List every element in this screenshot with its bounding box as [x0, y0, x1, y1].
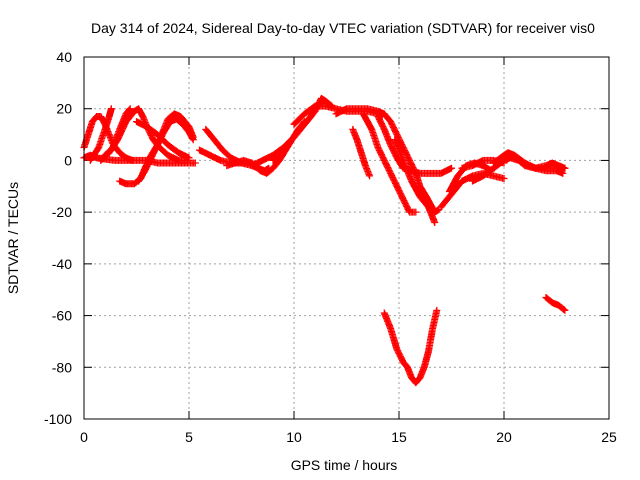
y-tick-label: -80 [52, 359, 72, 375]
x-tick-label: 5 [185, 429, 193, 445]
y-tick-label: -20 [52, 204, 72, 220]
x-tick-label: 15 [391, 429, 407, 445]
y-axis-label: SDTVAR / TECUs [5, 182, 21, 294]
series-markers [542, 294, 569, 314]
series-arc-y [521, 159, 569, 172]
series-arc-o [332, 105, 443, 216]
series-arc-p [349, 125, 374, 180]
y-tick-label: -40 [52, 256, 72, 272]
series-markers [332, 105, 443, 216]
series-markers [86, 105, 115, 164]
y-tick-label: 40 [56, 49, 72, 65]
x-tick-label: 25 [601, 429, 617, 445]
series-arc-e [101, 105, 134, 159]
x-axis-label: GPS time / hours [291, 457, 398, 473]
data-marks [80, 94, 569, 387]
series-arc-s [391, 136, 439, 226]
series-markers [391, 136, 439, 226]
series-arc-z2 [542, 294, 569, 314]
series-arc-h [133, 118, 193, 162]
series-markers [380, 306, 441, 387]
series-markers [359, 110, 420, 216]
series-arc-c [86, 105, 115, 164]
y-tick-label: -100 [44, 411, 72, 427]
series-markers [101, 105, 134, 159]
y-tick-label: 0 [64, 152, 72, 168]
x-tick-label: 10 [286, 429, 302, 445]
chart-title: Day 314 of 2024, Sidereal Day-to-day VTE… [91, 20, 595, 36]
y-ticks: -100 -80 -60 -40 -20 0 20 40 [44, 49, 609, 427]
series-arc-z [380, 306, 441, 387]
series-markers [133, 118, 193, 162]
grid-lines [84, 57, 609, 419]
series-markers [349, 125, 374, 180]
y-tick-label: -60 [52, 308, 72, 324]
series-markers [521, 159, 569, 172]
x-tick-label: 20 [496, 429, 512, 445]
x-tick-label: 0 [80, 429, 88, 445]
plot-frame [83, 56, 610, 420]
y-tick-label: 20 [56, 101, 72, 117]
series-arc-q [359, 110, 420, 216]
